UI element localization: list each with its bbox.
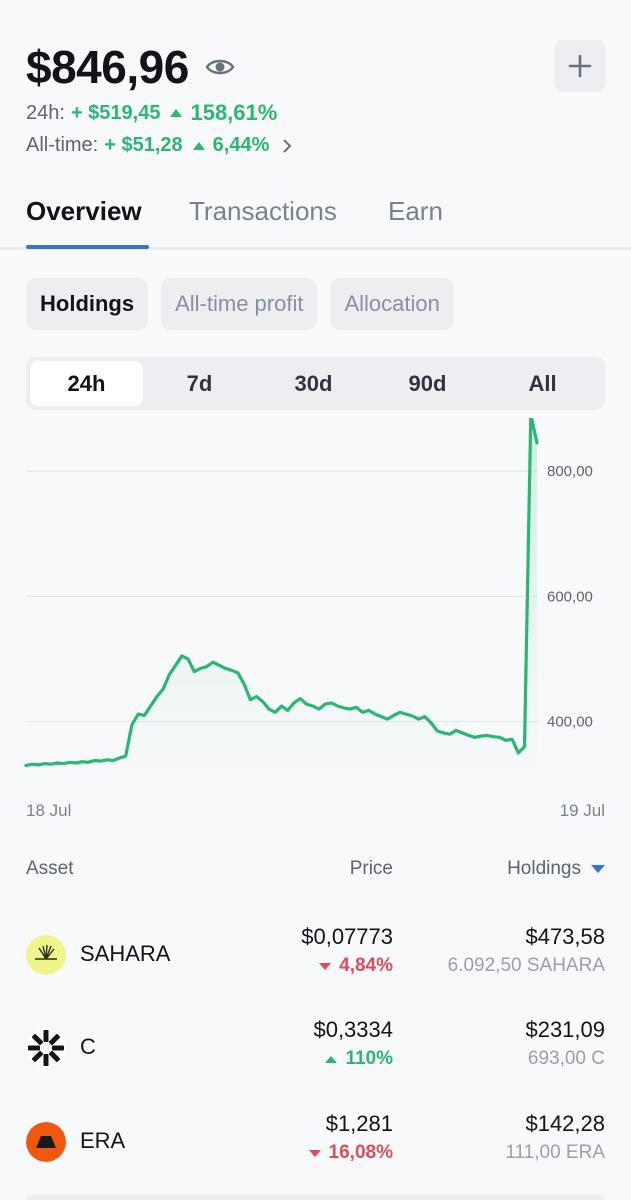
asset-name: SAHARA [80, 941, 171, 966]
asset-price-change: 16,08% [308, 1142, 393, 1164]
c-logo-icon [26, 1028, 66, 1068]
asset-table-header: Asset Price Holdings [26, 858, 605, 884]
asset-name: C [80, 1034, 96, 1059]
triangle-up-icon [325, 1055, 338, 1063]
range-24h[interactable]: 24h [30, 361, 143, 406]
asset-price-change: 4,84% [319, 955, 393, 977]
asset-holding-qty: 111,00 ERA [505, 1142, 605, 1163]
chevron-right-icon [283, 138, 292, 153]
asset-holding-qty: 6.092,50 SAHARA [447, 955, 605, 976]
range-7d[interactable]: 7d [186, 370, 213, 396]
header-holdings-label: Holdings [507, 858, 581, 879]
triangle-down-icon [308, 1149, 321, 1157]
range-90d[interactable]: 90d [408, 370, 447, 396]
header-price[interactable]: Price [349, 858, 393, 879]
tab-overview[interactable]: Overview [26, 196, 142, 226]
asset-holding-value: $231,09 [525, 1017, 605, 1042]
y-tick-label: 600,00 [547, 588, 593, 605]
view-chips: Holdings All-time profit Allocation [26, 278, 454, 330]
day-change-label: 24h: [26, 101, 65, 124]
eye-icon[interactable] [205, 56, 235, 78]
alltime-change-percent: 6,44% [212, 134, 270, 156]
asset-holding-value: $142,28 [525, 1111, 605, 1136]
add-button[interactable] [554, 40, 606, 92]
asset-price-change: 110% [325, 1048, 393, 1070]
triangle-down-icon [319, 962, 332, 970]
alltime-change-label: All-time: [26, 134, 99, 156]
x-end-label: 19 Jul [560, 801, 605, 820]
balance-row: $846,96 [26, 40, 606, 94]
main-tabs: Overview Transactions Earn [0, 190, 631, 250]
active-tab-indicator [26, 245, 149, 249]
asset-name: ERA [80, 1128, 126, 1153]
asset-price-change-value: 4,84% [339, 955, 393, 976]
range-selector: 24h 7d 30d 90d All [26, 357, 605, 410]
header-asset[interactable]: Asset [26, 858, 74, 879]
x-start-label: 18 Jul [26, 801, 71, 820]
y-tick-label: 800,00 [547, 463, 593, 480]
total-balance: $846,96 [26, 41, 189, 93]
sort-desc-icon [591, 865, 605, 873]
y-tick-label: 400,00 [547, 714, 593, 731]
chart-area [26, 414, 537, 778]
chip-holdings[interactable]: Holdings [26, 278, 149, 330]
alltime-change-row[interactable]: All-time: + $51,28 6,44% [26, 134, 606, 157]
chip-allocation[interactable]: Allocation [330, 278, 454, 330]
tab-transactions[interactable]: Transactions [189, 196, 337, 226]
next-row-peek [26, 1194, 605, 1200]
asset-price-change-value: 16,08% [328, 1142, 393, 1163]
asset-row-c[interactable]: C $0,3334 110% $231,09 693,00 C [26, 1015, 605, 1085]
asset-holding-value: $473,58 [525, 924, 605, 949]
portfolio-header: $846,96 24h: + $519,45 158,61% All-time:… [26, 40, 606, 157]
era-logo-icon [26, 1122, 66, 1162]
triangle-up-icon [170, 109, 183, 117]
tab-earn[interactable]: Earn [388, 196, 443, 226]
triangle-up-icon [192, 141, 205, 150]
range-all[interactable]: All [528, 370, 557, 396]
day-change-row: 24h: + $519,45 158,61% [26, 100, 606, 126]
sahara-logo-icon [26, 935, 66, 975]
chip-alltime-profit[interactable]: All-time profit [161, 278, 318, 330]
header-holdings[interactable]: Holdings [507, 858, 605, 880]
asset-row-sahara[interactable]: SAHARA $0,07773 4,84% $473,58 6.092,50 S… [26, 922, 605, 992]
chart-svg: 800,00 600,00 400,00 18 Jul 19 Jul [24, 413, 605, 820]
alltime-change-amount: + $51,28 [104, 134, 183, 156]
asset-holding-qty: 693,00 C [527, 1048, 605, 1069]
day-change-amount: + $519,45 [70, 101, 161, 124]
chart-line [24, 413, 539, 768]
asset-price: $0,07773 [301, 924, 393, 949]
range-30d[interactable]: 30d [294, 370, 333, 396]
asset-price-change-value: 110% [345, 1048, 393, 1069]
day-change-percent: 158,61% [190, 100, 278, 125]
portfolio-chart[interactable]: 800,00 600,00 400,00 18 Jul 19 Jul [0, 413, 631, 828]
asset-row-era[interactable]: ERA $1,281 16,08% $142,28 111,00 ERA [26, 1109, 605, 1179]
asset-price: $0,3334 [313, 1017, 393, 1042]
asset-price: $1,281 [325, 1111, 393, 1136]
plus-icon [568, 54, 592, 78]
